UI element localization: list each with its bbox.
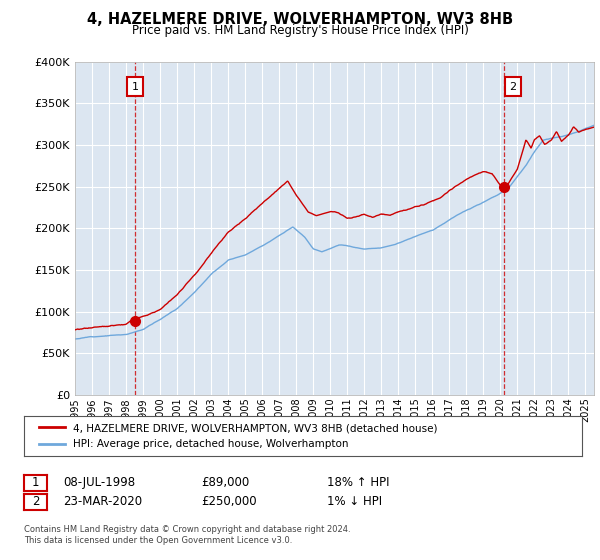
- Text: 18% ↑ HPI: 18% ↑ HPI: [327, 476, 389, 489]
- Text: Price paid vs. HM Land Registry's House Price Index (HPI): Price paid vs. HM Land Registry's House …: [131, 24, 469, 36]
- Text: 1: 1: [32, 476, 39, 489]
- Text: 1: 1: [131, 82, 139, 92]
- Text: £89,000: £89,000: [201, 476, 249, 489]
- Legend: 4, HAZELMERE DRIVE, WOLVERHAMPTON, WV3 8HB (detached house), HPI: Average price,: 4, HAZELMERE DRIVE, WOLVERHAMPTON, WV3 8…: [35, 419, 442, 454]
- Text: Contains HM Land Registry data © Crown copyright and database right 2024.
This d: Contains HM Land Registry data © Crown c…: [24, 525, 350, 545]
- Text: 2: 2: [32, 495, 39, 508]
- Text: 23-MAR-2020: 23-MAR-2020: [63, 495, 142, 508]
- Text: 08-JUL-1998: 08-JUL-1998: [63, 476, 135, 489]
- Text: 4, HAZELMERE DRIVE, WOLVERHAMPTON, WV3 8HB: 4, HAZELMERE DRIVE, WOLVERHAMPTON, WV3 8…: [87, 12, 513, 27]
- Text: 2: 2: [509, 82, 516, 92]
- Text: 1% ↓ HPI: 1% ↓ HPI: [327, 495, 382, 508]
- Text: £250,000: £250,000: [201, 495, 257, 508]
